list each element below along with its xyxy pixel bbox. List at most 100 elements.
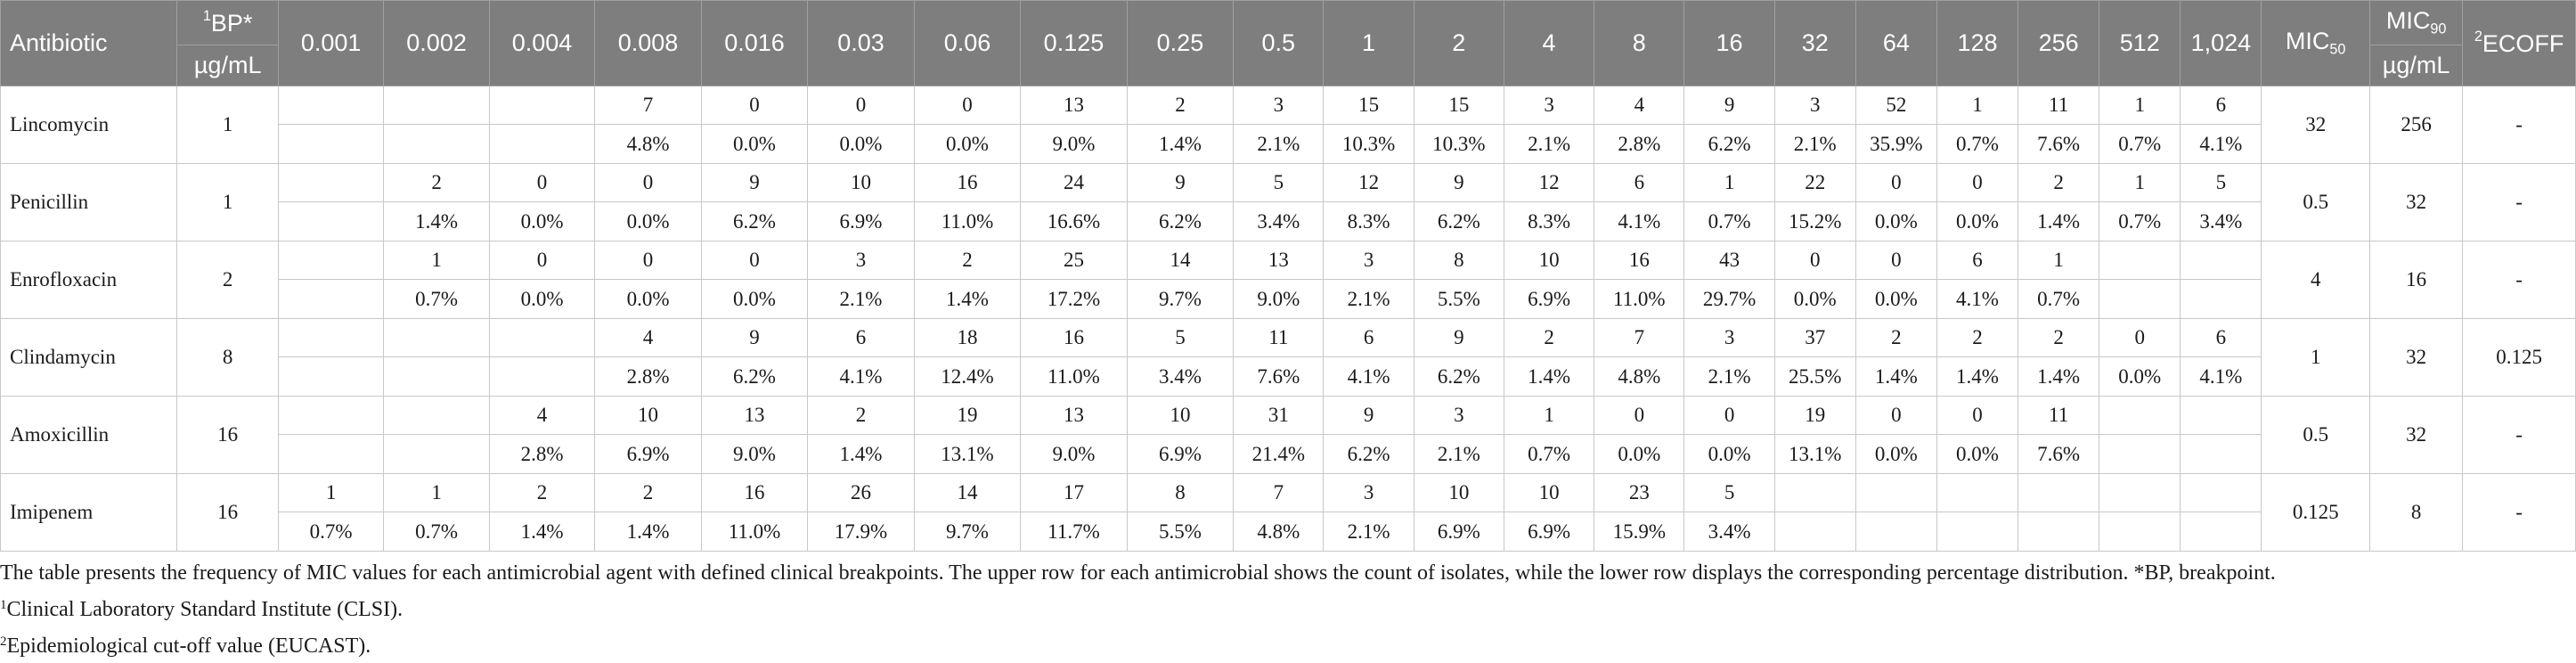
percent-cell: 3.4% bbox=[1683, 512, 1775, 552]
isolate-count-cell: 7 bbox=[1594, 318, 1685, 357]
concentration-header: 128 bbox=[1936, 0, 2019, 86]
isolate-count-cell: 43 bbox=[1683, 241, 1775, 280]
percent-cell: 1.4% bbox=[807, 434, 915, 474]
concentration-header: 16 bbox=[1683, 0, 1775, 86]
percent-cell: 2.1% bbox=[1233, 124, 1325, 164]
isolate-count-cell: 1 bbox=[2099, 163, 2181, 202]
isolate-count-cell: 1 bbox=[277, 473, 385, 512]
isolate-count-cell: 19 bbox=[913, 396, 1022, 435]
isolate-count-cell: 9 bbox=[700, 318, 809, 357]
percent-cell: 8.3% bbox=[1503, 201, 1595, 241]
percent-cell: 17.2% bbox=[1020, 279, 1128, 319]
footnote-clsi: 1Clinical Laboratory Standard Institute … bbox=[0, 589, 2576, 626]
isolate-count-cell: 1 bbox=[1683, 163, 1775, 202]
percent-cell: 0.7% bbox=[2099, 201, 2181, 241]
isolate-count-cell: 9 bbox=[1413, 318, 1504, 357]
isolate-count-cell: 4 bbox=[488, 396, 596, 435]
isolate-count-cell: 0 bbox=[1594, 396, 1685, 435]
isolate-count-cell: 3 bbox=[1503, 86, 1595, 125]
isolate-count-cell: 13 bbox=[1020, 396, 1128, 435]
percent-cell: 0.0% bbox=[913, 124, 1022, 164]
ecoff-superscript: 2 bbox=[2474, 28, 2482, 45]
isolate-count-cell: 1 bbox=[2018, 241, 2100, 280]
percent-cell bbox=[2099, 434, 2181, 474]
isolate-count-cell: 18 bbox=[913, 318, 1022, 357]
percent-cell: 0.0% bbox=[1594, 434, 1685, 474]
isolate-count-cell: 26 bbox=[807, 473, 915, 512]
percent-cell: 7.6% bbox=[1233, 356, 1325, 397]
footnote-2-marker: 2 bbox=[0, 634, 7, 649]
percent-cell: 2.1% bbox=[1323, 512, 1414, 552]
percent-cell: 2.1% bbox=[1323, 279, 1414, 319]
percent-cell: 4.8% bbox=[1233, 512, 1325, 552]
ecoff-value: - bbox=[2462, 241, 2576, 319]
concentration-header: 0.016 bbox=[700, 0, 809, 86]
footnote-eucast: 2Epidemiological cut-off value (EUCAST). bbox=[0, 626, 2576, 662]
percent-cell: 5.5% bbox=[1126, 512, 1235, 552]
percent-cell bbox=[488, 356, 596, 397]
isolate-count-cell: 16 bbox=[1020, 318, 1128, 357]
isolate-count-cell: 0 bbox=[1936, 396, 2019, 435]
percent-cell: 9.0% bbox=[700, 434, 809, 474]
mic50-base: MIC bbox=[2285, 28, 2330, 55]
percent-cell: 0.0% bbox=[1683, 434, 1775, 474]
mic50-value: 4 bbox=[2261, 241, 2370, 319]
percent-cell: 0.7% bbox=[383, 279, 490, 319]
isolate-count-cell: 11 bbox=[1233, 318, 1325, 357]
footnote-2-text: Epidemiological cut-off value (EUCAST). bbox=[6, 634, 371, 658]
percent-cell bbox=[2018, 512, 2100, 552]
mic50-column-header: MIC50 bbox=[2261, 0, 2370, 86]
percent-cell: 1.4% bbox=[1855, 356, 1937, 397]
isolate-count-cell: 15 bbox=[1323, 86, 1414, 125]
isolate-count-cell: 52 bbox=[1855, 86, 1937, 125]
percent-cell: 6.2% bbox=[1323, 434, 1414, 474]
isolate-count-cell bbox=[488, 86, 596, 125]
percent-cell bbox=[488, 124, 596, 164]
percent-cell: 0.7% bbox=[1683, 201, 1775, 241]
isolate-count-cell: 2 bbox=[594, 473, 702, 512]
isolate-count-cell: 8 bbox=[1126, 473, 1235, 512]
ecoff-value: - bbox=[2462, 396, 2576, 474]
isolate-count-cell bbox=[2018, 473, 2100, 512]
isolate-count-cell: 6 bbox=[2180, 318, 2262, 357]
isolate-count-cell bbox=[277, 86, 385, 125]
percent-cell: 6.2% bbox=[700, 356, 809, 397]
isolate-count-cell: 12 bbox=[1503, 163, 1595, 202]
ecoff-label: ECOFF bbox=[2482, 30, 2564, 58]
isolate-count-cell: 11 bbox=[2018, 86, 2100, 125]
isolate-count-cell: 7 bbox=[1233, 473, 1325, 512]
percent-cell: 29.7% bbox=[1683, 279, 1775, 319]
percent-cell: 6.9% bbox=[594, 434, 702, 474]
breakpoint-value: 8 bbox=[176, 318, 279, 397]
isolate-count-cell: 3 bbox=[1323, 473, 1414, 512]
percent-cell: 11.0% bbox=[700, 512, 809, 552]
isolate-count-cell: 9 bbox=[700, 163, 809, 202]
isolate-count-cell: 0 bbox=[488, 163, 596, 202]
isolate-count-cell: 22 bbox=[1773, 163, 1856, 202]
isolate-count-cell: 10 bbox=[1503, 241, 1595, 280]
isolate-count-cell: 7 bbox=[594, 86, 702, 125]
percent-cell: 0.7% bbox=[2099, 124, 2181, 164]
percent-cell: 0.0% bbox=[700, 124, 809, 164]
ecoff-column-header: 2ECOFF bbox=[2462, 0, 2576, 86]
concentration-header: 0.008 bbox=[594, 0, 702, 86]
antibiotic-name: Lincomycin bbox=[0, 86, 178, 164]
isolate-count-cell: 19 bbox=[1773, 396, 1856, 435]
concentration-header: 1,024 bbox=[2180, 0, 2262, 86]
isolate-count-cell: 0 bbox=[1773, 241, 1856, 280]
isolate-count-cell: 3 bbox=[807, 241, 915, 280]
mic90-value: 32 bbox=[2368, 318, 2464, 397]
concentration-header: 1 bbox=[1323, 0, 1414, 86]
percent-cell: 1.4% bbox=[1503, 356, 1595, 397]
percent-cell: 2.8% bbox=[1594, 124, 1685, 164]
percent-cell: 9.7% bbox=[913, 512, 1022, 552]
mic90-value: 32 bbox=[2368, 163, 2464, 241]
isolate-count-cell: 2 bbox=[913, 241, 1022, 280]
antibiotic-percent-row: 2.8% 6.2% 4.1% 12.4% 11.0% 3.4% 7.6% 4.1% 6.2% 1.… bbox=[1, 356, 2576, 397]
concentration-header: 0.001 bbox=[277, 0, 385, 86]
isolate-count-cell bbox=[383, 396, 490, 435]
isolate-count-cell: 10 bbox=[807, 163, 915, 202]
antibiotic-name: Amoxicillin bbox=[0, 396, 178, 474]
percent-cell bbox=[277, 434, 385, 474]
percent-cell: 13.1% bbox=[1773, 434, 1856, 474]
